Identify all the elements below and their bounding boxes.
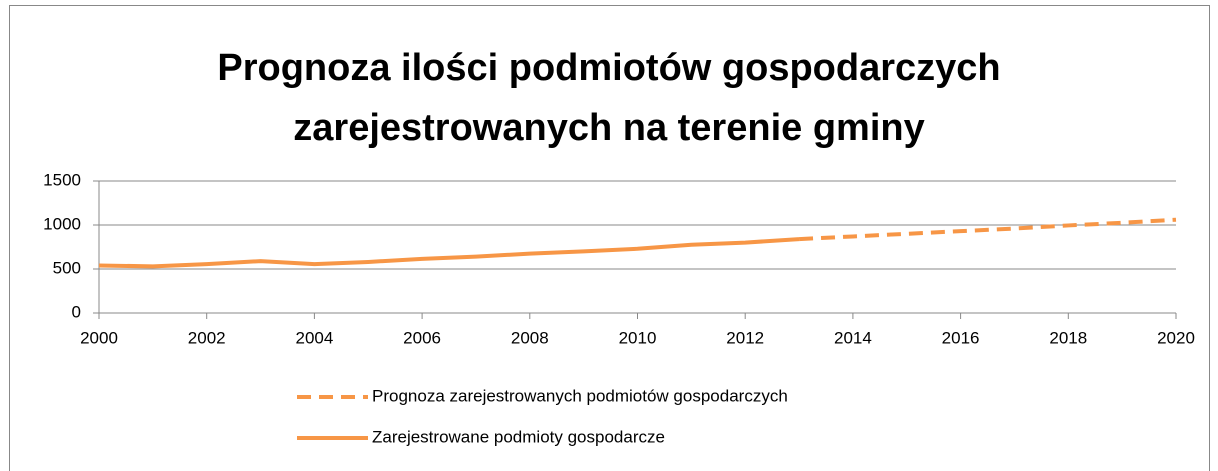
x-tick-label: 2016 [942,328,980,347]
x-tick-label: 2018 [1049,328,1087,347]
x-tick-label: 2012 [726,328,764,347]
y-tick-label: 1000 [43,214,81,233]
x-tick-label: 2010 [619,328,657,347]
y-tick-label: 500 [53,258,81,277]
chart-title: zarejestrowanych na terenie gminy [293,107,924,149]
y-tick-label: 0 [72,302,81,321]
x-tick-label: 2020 [1157,328,1195,347]
legend-label: Zarejestrowane podmioty gospodarcze [372,427,665,446]
x-tick-label: 2004 [295,328,333,347]
x-tick-label: 2014 [834,328,872,347]
legend-label: Prognoza zarejestrowanych podmiotów gosp… [372,386,788,405]
x-tick-label: 2006 [403,328,441,347]
chart-border [9,5,1210,471]
x-tick-label: 2000 [80,328,118,347]
y-tick-label: 1500 [43,170,81,189]
series-line [98,237,800,269]
chart-title: Prognoza ilości podmiotów gospodarczych [217,47,1000,89]
x-tick-label: 2008 [511,328,549,347]
series-line [798,217,1177,242]
x-tick-label: 2002 [188,328,226,347]
